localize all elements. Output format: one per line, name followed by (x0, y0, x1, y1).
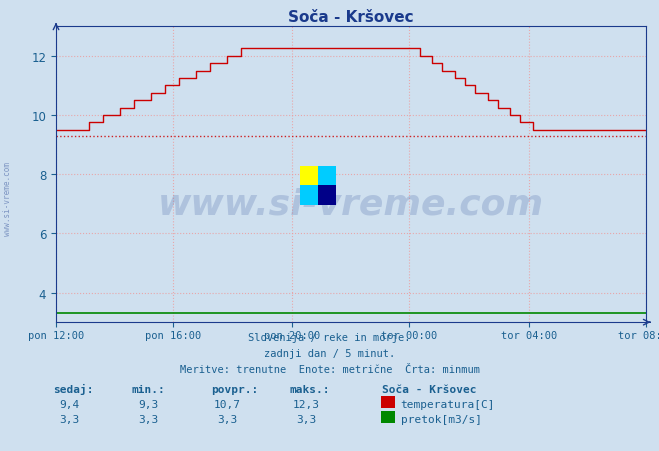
Text: povpr.:: povpr.: (211, 384, 258, 394)
Text: sedaj:: sedaj: (53, 383, 93, 394)
Text: temperatura[C]: temperatura[C] (401, 399, 495, 409)
Title: Soča - Kršovec: Soča - Kršovec (288, 9, 414, 24)
Text: 12,3: 12,3 (293, 399, 320, 409)
Text: www.si-vreme.com: www.si-vreme.com (3, 161, 13, 235)
Text: 3,3: 3,3 (217, 414, 237, 423)
Text: Slovenija / reke in morje.: Slovenija / reke in morje. (248, 332, 411, 342)
Text: 9,4: 9,4 (59, 399, 79, 409)
Text: Meritve: trenutne  Enote: metrične  Črta: minmum: Meritve: trenutne Enote: metrične Črta: … (179, 364, 480, 374)
Text: zadnji dan / 5 minut.: zadnji dan / 5 minut. (264, 348, 395, 358)
Text: 10,7: 10,7 (214, 399, 241, 409)
Text: Soča - Kršovec: Soča - Kršovec (382, 384, 476, 394)
Text: maks.:: maks.: (290, 384, 330, 394)
Text: 3,3: 3,3 (59, 414, 79, 423)
Text: min.:: min.: (132, 384, 165, 394)
Text: pretok[m3/s]: pretok[m3/s] (401, 414, 482, 423)
Text: 3,3: 3,3 (297, 414, 316, 423)
Text: 3,3: 3,3 (138, 414, 158, 423)
Text: www.si-vreme.com: www.si-vreme.com (158, 187, 544, 221)
Text: 9,3: 9,3 (138, 399, 158, 409)
